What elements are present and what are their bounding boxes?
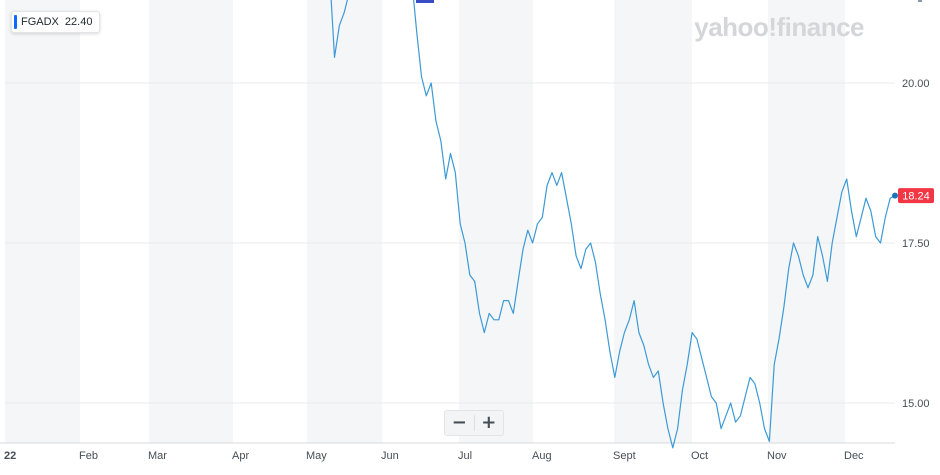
month-band — [459, 0, 533, 443]
menu-indicator — [918, 0, 922, 2]
month-band — [5, 0, 80, 443]
price-series-line — [330, 0, 896, 449]
zoom-out-button[interactable]: − — [445, 411, 474, 435]
x-tick-label: Jun — [381, 450, 399, 462]
x-tick-label: Sept — [613, 450, 636, 462]
last-price-point — [892, 192, 898, 199]
month-band — [614, 0, 692, 443]
y-tick-label: 17.50 — [902, 238, 930, 250]
active-tab-indicator — [416, 0, 434, 3]
y-tick-label: 20.00 — [902, 78, 930, 90]
x-tick-label: Mar — [148, 450, 167, 462]
horizontal-gridlines — [0, 82, 895, 444]
x-tick-label: 22 — [4, 450, 16, 462]
month-band — [149, 0, 233, 443]
x-tick-label: Jul — [458, 450, 472, 462]
x-tick-label: Aug — [532, 450, 552, 462]
zoom-controls: − + — [444, 410, 504, 436]
month-band — [307, 0, 382, 443]
legend-symbol: FGADX — [21, 16, 59, 28]
x-tick-label: Dec — [844, 450, 864, 462]
x-tick-label: Nov — [767, 450, 787, 462]
legend-color-marker — [14, 15, 17, 29]
x-axis-labels: 22 Feb Mar Apr May Jun Jul Aug Sept Oct Nov Dec — [4, 450, 864, 462]
x-tick-label: Oct — [691, 450, 708, 462]
last-price-label: 18.24 — [902, 191, 930, 203]
y-tick-label: 15.00 — [902, 398, 930, 410]
legend-value: 22.40 — [64, 16, 93, 28]
last-price-tag: 18.24 — [898, 188, 934, 204]
zoom-in-button[interactable]: + — [475, 411, 504, 435]
x-tick-label: May — [306, 450, 327, 462]
month-bands — [5, 0, 845, 443]
yahoo-finance-watermark: yahoo!finance — [694, 12, 864, 42]
zoom-separator — [473, 415, 475, 431]
x-tick-label: Apr — [232, 450, 249, 462]
month-band — [768, 0, 845, 443]
x-tick-label: Feb — [79, 450, 98, 462]
symbol-legend[interactable]: FGADX 22.40 — [11, 11, 101, 33]
